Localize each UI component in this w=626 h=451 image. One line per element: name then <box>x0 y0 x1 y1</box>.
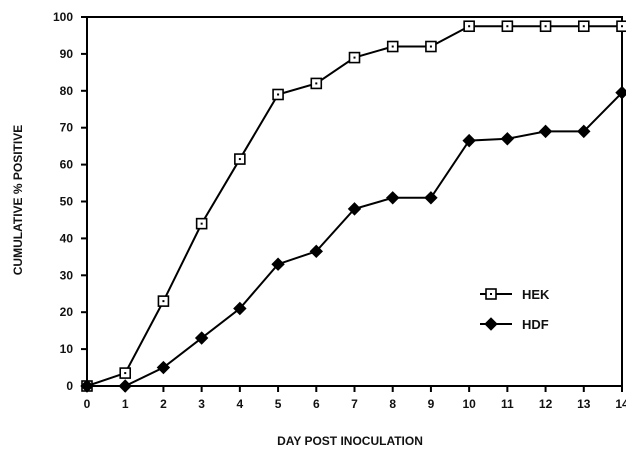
x-axis-ticks: 0 1 2 3 4 5 6 7 8 9 10 11 12 13 14 <box>84 386 626 411</box>
x-tick-label: 3 <box>198 397 205 411</box>
legend-hdf: HDF <box>480 317 549 332</box>
y-tick-label: 20 <box>60 305 74 319</box>
series-hdf-point <box>80 379 94 393</box>
series-hek-point-dot <box>621 25 623 28</box>
series-hek-point-dot <box>277 93 280 96</box>
series-hdf-point <box>538 124 553 139</box>
x-tick-label: 12 <box>539 397 553 411</box>
series-hek-point-dot <box>200 222 203 225</box>
y-tick-label: 80 <box>60 84 74 98</box>
series-hdf-point <box>156 360 171 375</box>
y-axis-ticks: 0 10 20 30 40 50 60 70 80 90 100 <box>53 10 87 393</box>
y-tick-label: 100 <box>53 10 73 24</box>
x-tick-label: 10 <box>462 397 476 411</box>
y-tick-label: 90 <box>60 47 74 61</box>
series-hek-point-dot <box>391 45 394 48</box>
series-hdf-point <box>233 301 247 316</box>
series-hdf-point <box>118 379 132 393</box>
series-hek-point-dot <box>544 25 547 28</box>
legend: HEK HDF <box>480 287 550 332</box>
x-tick-label: 8 <box>389 397 396 411</box>
y-tick-label: 0 <box>66 379 73 393</box>
legend-hek-label: HEK <box>522 287 550 302</box>
legend-hdf-marker <box>484 317 498 331</box>
series-hek-point-dot <box>582 25 585 28</box>
x-tick-label: 9 <box>428 397 435 411</box>
series-hdf-point <box>309 244 323 259</box>
x-tick-label: 5 <box>275 397 282 411</box>
series-hdf-point <box>194 331 209 345</box>
legend-hek: HEK <box>480 287 550 302</box>
series-hdf-point <box>615 85 626 100</box>
x-axis-title: DAY POST INOCULATION <box>277 434 423 448</box>
series-hdf-point <box>347 202 362 216</box>
y-tick-label: 30 <box>60 268 74 282</box>
series-hek-point-dot <box>353 56 356 59</box>
series-hek-point-dot <box>506 25 509 28</box>
legend-hdf-label: HDF <box>522 317 549 332</box>
legend-hek-marker-dot <box>490 293 492 295</box>
x-tick-label: 13 <box>577 397 591 411</box>
x-tick-label: 4 <box>237 397 244 411</box>
series-hdf-point <box>462 133 476 148</box>
series-hek-point-dot <box>468 25 471 28</box>
series-hdf-point <box>500 132 515 146</box>
x-tick-label: 11 <box>501 397 514 411</box>
series-hek-point-dot <box>429 45 432 48</box>
x-tick-label: 2 <box>160 397 167 411</box>
series-hdf-point <box>577 124 591 139</box>
y-axis-title: CUMULATIVE % POSITIVE <box>11 125 25 275</box>
series-hdf-point <box>386 191 400 205</box>
series-hek-point-dot <box>238 158 241 161</box>
series-hek-point-dot <box>315 82 318 85</box>
series-hek <box>81 20 626 392</box>
y-tick-label: 50 <box>60 195 74 209</box>
y-tick-label: 70 <box>60 121 74 135</box>
x-tick-label: 1 <box>122 397 129 411</box>
series-hdf-point <box>424 191 438 205</box>
series-layer <box>80 20 626 393</box>
y-tick-label: 10 <box>60 342 74 356</box>
series-hdf-point <box>271 257 285 271</box>
series-hdf-line <box>87 91 623 387</box>
y-tick-label: 40 <box>60 231 74 245</box>
series-hek-point-dot <box>162 300 165 303</box>
series-hek-point-dot <box>124 372 127 375</box>
x-tick-label: 7 <box>351 397 358 411</box>
x-tick-label: 0 <box>84 397 91 411</box>
series-hdf <box>80 85 626 393</box>
y-tick-label: 60 <box>60 158 74 172</box>
x-tick-label: 14 <box>615 397 626 411</box>
x-tick-label: 6 <box>313 397 320 411</box>
